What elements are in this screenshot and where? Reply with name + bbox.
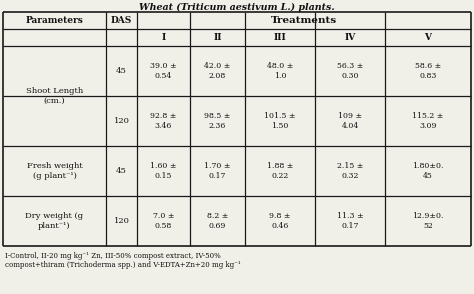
Text: V: V — [425, 33, 431, 42]
Text: 12.9±0.
52: 12.9±0. 52 — [412, 212, 444, 230]
Text: 120: 120 — [114, 217, 129, 225]
Text: 9.8 ±
0.46: 9.8 ± 0.46 — [269, 212, 291, 230]
Text: 1.60 ±
0.15: 1.60 ± 0.15 — [150, 162, 177, 180]
Text: 58.6 ±
0.83: 58.6 ± 0.83 — [415, 62, 441, 80]
Text: Fresh weight
(g plant⁻¹): Fresh weight (g plant⁻¹) — [27, 162, 82, 180]
Text: II: II — [213, 33, 222, 42]
Text: 109 ±
4.04: 109 ± 4.04 — [338, 112, 362, 130]
Text: 115.2 ±
3.09: 115.2 ± 3.09 — [412, 112, 444, 130]
Text: I: I — [161, 33, 165, 42]
Text: 1.88 ±
0.22: 1.88 ± 0.22 — [267, 162, 293, 180]
Text: 8.2 ±
0.69: 8.2 ± 0.69 — [207, 212, 228, 230]
Text: 56.3 ±
0.30: 56.3 ± 0.30 — [337, 62, 363, 80]
Text: Dry weight (g
plant⁻¹): Dry weight (g plant⁻¹) — [26, 212, 83, 230]
Text: 92.8 ±
3.46: 92.8 ± 3.46 — [150, 112, 177, 130]
Text: 45: 45 — [116, 167, 127, 175]
Text: 2.15 ±
0.32: 2.15 ± 0.32 — [337, 162, 363, 180]
Text: 45: 45 — [116, 67, 127, 75]
Text: 42.0 ±
2.08: 42.0 ± 2.08 — [204, 62, 231, 80]
Text: compost+thiram (Trichoderma spp.) and V-EDTA+Zn+20 mg kg⁻¹: compost+thiram (Trichoderma spp.) and V-… — [5, 261, 241, 269]
Text: 101.5 ±
1.50: 101.5 ± 1.50 — [264, 112, 296, 130]
Text: Parameters: Parameters — [26, 16, 83, 25]
Text: DAS: DAS — [111, 16, 132, 25]
Text: 120: 120 — [114, 117, 129, 125]
Text: 48.0 ±
1.0: 48.0 ± 1.0 — [267, 62, 293, 80]
Text: 1.70 ±
0.17: 1.70 ± 0.17 — [204, 162, 231, 180]
Text: III: III — [273, 33, 286, 42]
Text: Shoot Length
(cm.): Shoot Length (cm.) — [26, 87, 83, 105]
Text: 39.0 ±
0.54: 39.0 ± 0.54 — [150, 62, 177, 80]
Text: 11.3 ±
0.17: 11.3 ± 0.17 — [337, 212, 363, 230]
Text: I-Control, II-20 mg kg⁻¹ Zn, III-50% compost extract, IV-50%: I-Control, II-20 mg kg⁻¹ Zn, III-50% com… — [5, 252, 221, 260]
Text: 7.0 ±
0.58: 7.0 ± 0.58 — [153, 212, 174, 230]
Text: 1.80±0.
45: 1.80±0. 45 — [412, 162, 444, 180]
Text: Wheat (Triticum aestivum L.) plants.: Wheat (Triticum aestivum L.) plants. — [139, 2, 335, 11]
Text: 98.5 ±
2.36: 98.5 ± 2.36 — [204, 112, 231, 130]
Text: IV: IV — [345, 33, 356, 42]
Text: Treatments: Treatments — [271, 16, 337, 25]
